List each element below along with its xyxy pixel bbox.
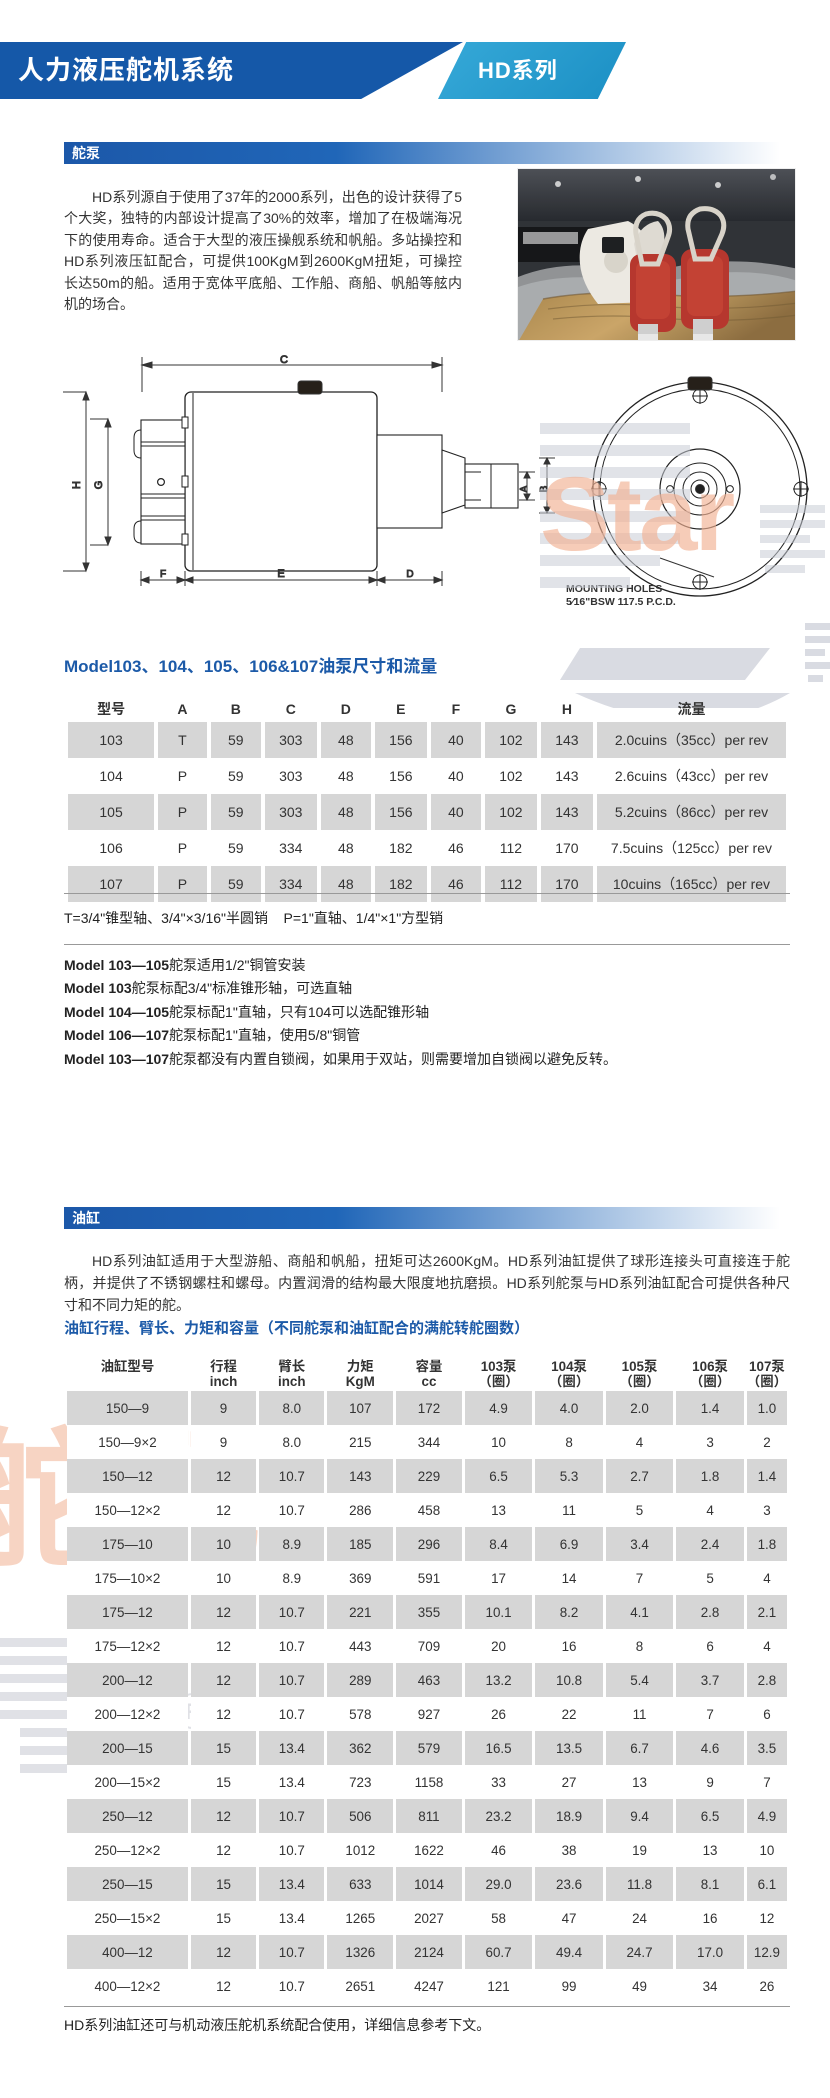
svg-text:G: G	[93, 481, 105, 490]
svg-text:F: F	[160, 569, 166, 580]
svg-text:H: H	[71, 481, 83, 489]
svg-text:Star: Star	[540, 456, 734, 573]
svg-text:C: C	[280, 355, 288, 366]
svg-text:D: D	[406, 569, 413, 580]
svg-text:A: A	[519, 485, 530, 492]
svg-text:E: E	[277, 568, 284, 580]
